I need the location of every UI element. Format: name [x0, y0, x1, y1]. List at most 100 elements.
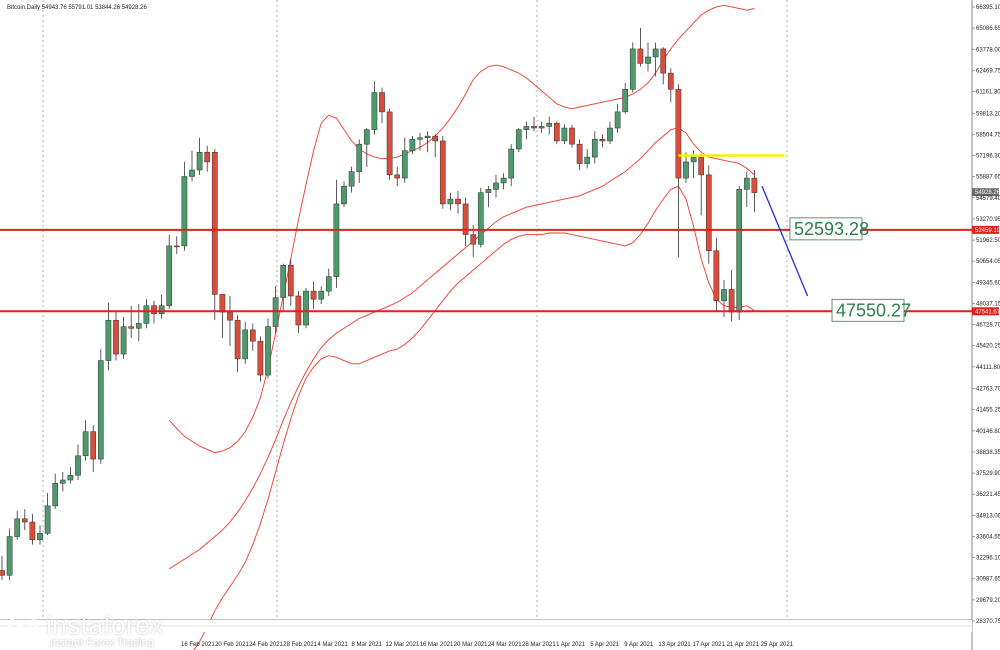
- x-tick-label: 24 Mar 2021: [488, 642, 522, 648]
- candle: [234, 315, 241, 372]
- candle: [21, 509, 28, 531]
- candle: [485, 186, 492, 208]
- x-tick-label: 13 Apr 2021: [658, 642, 691, 648]
- time-axis: 16 Feb 2021 20 Feb 2021 24 Feb 2021 28 Feb …: [177, 620, 794, 648]
- candle: [667, 68, 674, 103]
- candle: [181, 161, 188, 251]
- candle: [166, 234, 173, 309]
- level-label-box: [831, 298, 905, 322]
- chart-header: Bitcoin,Daily 54943.76 55791.01 53844.26…: [7, 5, 147, 11]
- candle: [363, 128, 370, 167]
- candle: [652, 42, 659, 77]
- y-tick-label: 61161.30: [976, 90, 1000, 96]
- candle: [698, 153, 705, 216]
- candle: [439, 136, 446, 209]
- candle: [196, 137, 203, 175]
- y-tick-label: 28370.75: [976, 619, 1000, 625]
- candle: [257, 336, 264, 382]
- y-tick-label: 49345.60: [976, 280, 1000, 286]
- candle: [455, 191, 461, 214]
- candle: [614, 103, 621, 133]
- candle: [629, 42, 636, 93]
- candle: [584, 149, 591, 169]
- y-tick-label: 65086.65: [976, 26, 1000, 32]
- y-tick-label: 42763.70: [976, 387, 1000, 393]
- candle: [401, 137, 408, 183]
- y-tick-label: 30987.65: [976, 577, 1000, 583]
- candle: [52, 473, 59, 510]
- candle: [189, 150, 195, 182]
- y-tick-label: 63778.00: [976, 47, 1000, 53]
- y-tick-label: 62469.75: [976, 68, 1000, 74]
- level-label-box: [789, 217, 863, 241]
- candle: [553, 121, 560, 145]
- instaforex-logo: instaforex Instant Forex Trading: [6, 610, 206, 649]
- candle: [599, 134, 606, 148]
- candle: [120, 316, 127, 359]
- candle: [409, 136, 416, 154]
- candle: [591, 131, 598, 164]
- candle: [637, 27, 644, 67]
- y-tick-label: 37529.90: [976, 471, 1000, 477]
- x-tick-label: 16 Mar 2021: [420, 642, 454, 648]
- logo-wordmark: instaforex: [46, 610, 164, 640]
- candle: [59, 471, 66, 492]
- candle: [607, 121, 613, 145]
- candle: [97, 349, 104, 464]
- candle: [531, 116, 537, 132]
- y-tick-label: 50654.05: [976, 259, 1000, 265]
- x-tick-label: 25 Apr 2021: [761, 642, 794, 648]
- candle: [713, 237, 720, 311]
- candle: [90, 425, 97, 472]
- candle: [341, 181, 347, 208]
- candle: [683, 152, 689, 183]
- candle: [265, 318, 271, 379]
- candle: [6, 528, 13, 581]
- candle: [14, 510, 21, 540]
- candle: [356, 139, 363, 183]
- candle: [29, 513, 36, 545]
- y-tick-label: 58504.75: [976, 132, 1000, 138]
- candle: [75, 444, 81, 481]
- level-label: 47550.27: [836, 300, 911, 320]
- candle: [333, 179, 340, 288]
- level-label: 52593.28: [794, 219, 869, 239]
- candle: [0, 555, 5, 581]
- candle: [675, 84, 682, 258]
- y-tick-label: 32296.10: [976, 556, 1000, 562]
- candle: [371, 81, 378, 135]
- projected-move-arrow: [761, 185, 809, 297]
- candle: [493, 174, 499, 198]
- candle: [432, 134, 439, 158]
- y-tick-label: 53270.95: [976, 217, 1000, 223]
- candle: [705, 165, 712, 264]
- candle: [379, 87, 385, 124]
- candle: [310, 281, 317, 309]
- candle: [462, 197, 469, 246]
- candle: [622, 82, 629, 114]
- candle: [660, 47, 667, 85]
- x-tick-label: 20 Feb 2021: [215, 642, 249, 648]
- y-tick-label: 45420.25: [976, 344, 1000, 350]
- candle: [417, 132, 423, 151]
- y-tick-label: 34913.00: [976, 513, 1000, 519]
- candle: [447, 192, 454, 211]
- x-tick-label: 5 Apr 2021: [590, 642, 620, 648]
- y-tick-label: 36221.45: [976, 492, 1000, 498]
- candle: [645, 42, 651, 72]
- candle: [287, 258, 294, 306]
- candle: [158, 294, 165, 319]
- candle: [173, 236, 180, 254]
- y-tick-label: 59813.20: [976, 111, 1000, 117]
- level-price-tag: [972, 307, 999, 316]
- candle: [204, 145, 211, 172]
- y-tick-label: 51962.50: [976, 238, 1000, 244]
- candle: [67, 467, 74, 484]
- candle: [135, 304, 142, 342]
- candle: [424, 131, 431, 153]
- x-tick-label: 8 Mar 2021: [352, 642, 383, 648]
- candle: [500, 173, 507, 190]
- x-tick-label: 20 Mar 2021: [454, 642, 488, 648]
- level-price-tag-text: 52459.19: [975, 228, 1000, 234]
- x-tick-label: 1 Apr 2021: [556, 642, 586, 648]
